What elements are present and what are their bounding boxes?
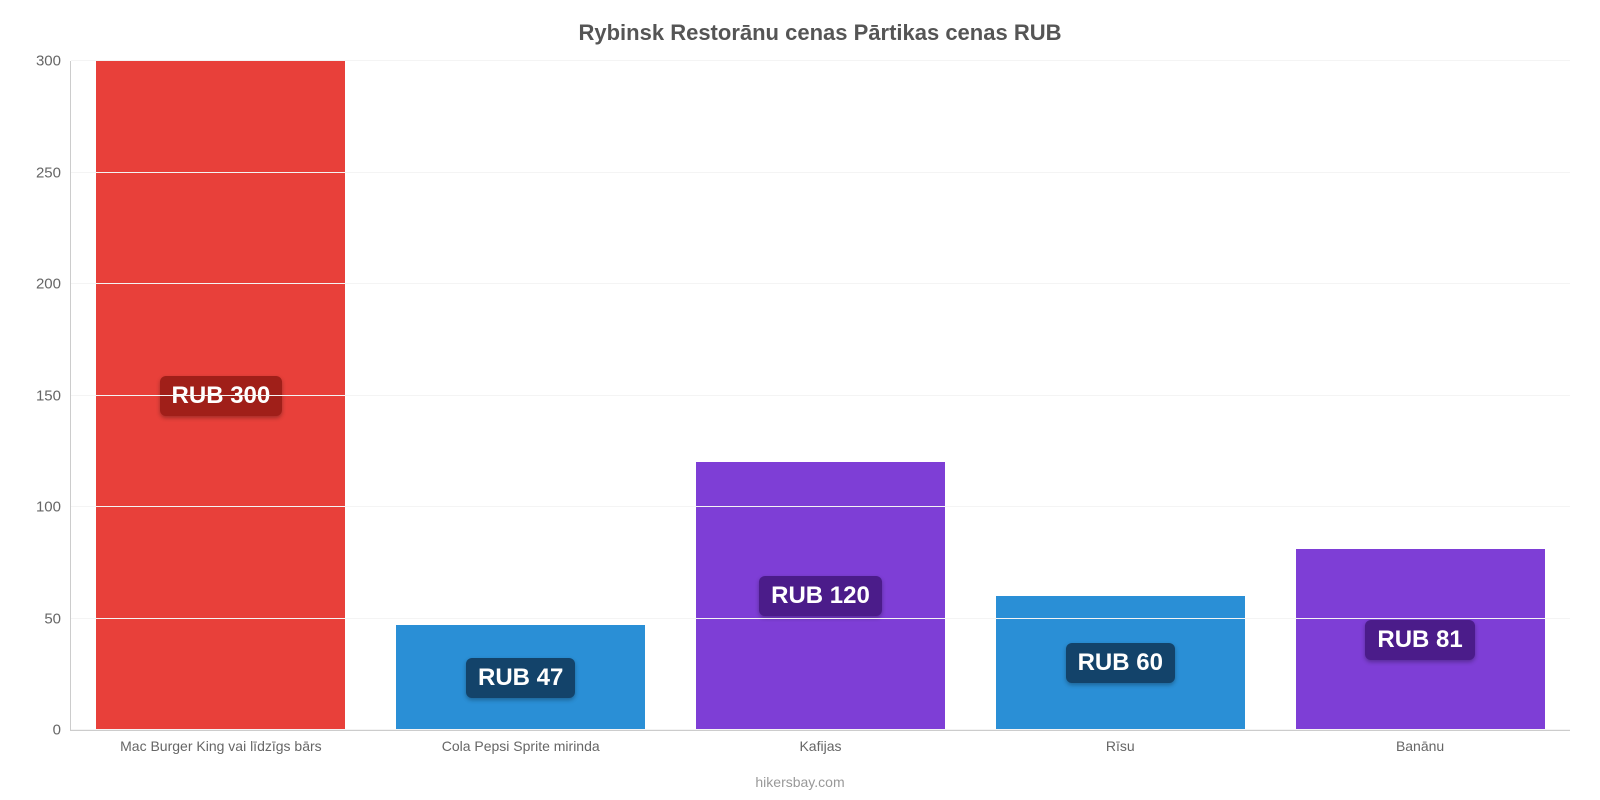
- bar-slot: RUB 47: [371, 61, 671, 730]
- bar: RUB 120: [696, 462, 945, 730]
- chart-title: Rybinsk Restorānu cenas Pārtikas cenas R…: [70, 20, 1570, 46]
- x-tick-label: Banānu: [1270, 738, 1570, 754]
- chart-footer: hikersbay.com: [0, 774, 1600, 790]
- bar: RUB 300: [96, 61, 345, 730]
- y-tick-label: 200: [36, 276, 71, 293]
- x-tick-label: Mac Burger King vai līdzīgs bārs: [71, 738, 371, 754]
- value-badge: RUB 120: [759, 576, 882, 616]
- gridline: [71, 60, 1570, 61]
- y-tick-label: 150: [36, 387, 71, 404]
- value-badge: RUB 81: [1365, 620, 1474, 660]
- value-badge: RUB 300: [160, 376, 283, 416]
- x-tick-label: Kafijas: [671, 738, 971, 754]
- gridline: [71, 283, 1570, 284]
- plot-area: RUB 300RUB 47RUB 120RUB 60RUB 81 Mac Bur…: [70, 61, 1570, 731]
- bar-slot: RUB 300: [71, 61, 371, 730]
- value-badge: RUB 47: [466, 658, 575, 698]
- x-axis-labels: Mac Burger King vai līdzīgs bārsCola Pep…: [71, 730, 1570, 754]
- bar-slot: RUB 60: [970, 61, 1270, 730]
- chart-container: Rybinsk Restorānu cenas Pārtikas cenas R…: [0, 0, 1600, 800]
- x-tick-label: Cola Pepsi Sprite mirinda: [371, 738, 671, 754]
- bar-slot: RUB 81: [1270, 61, 1570, 730]
- gridline: [71, 618, 1570, 619]
- bar: RUB 81: [1296, 549, 1545, 730]
- y-tick-label: 250: [36, 164, 71, 181]
- bars-row: RUB 300 RUB 47 RUB 120 RUB 60 RUB 81: [71, 61, 1570, 730]
- gridline: [71, 729, 1570, 730]
- gridline: [71, 172, 1570, 173]
- y-tick-label: 300: [36, 53, 71, 70]
- gridline: [71, 395, 1570, 396]
- bar: RUB 47: [396, 625, 645, 730]
- y-tick-label: 0: [53, 722, 71, 739]
- x-tick-label: Rīsu: [970, 738, 1270, 754]
- y-tick-label: 50: [44, 610, 71, 627]
- bar: RUB 60: [996, 596, 1245, 730]
- y-tick-label: 100: [36, 499, 71, 516]
- gridline: [71, 506, 1570, 507]
- value-badge: RUB 60: [1066, 643, 1175, 683]
- bar-slot: RUB 120: [671, 61, 971, 730]
